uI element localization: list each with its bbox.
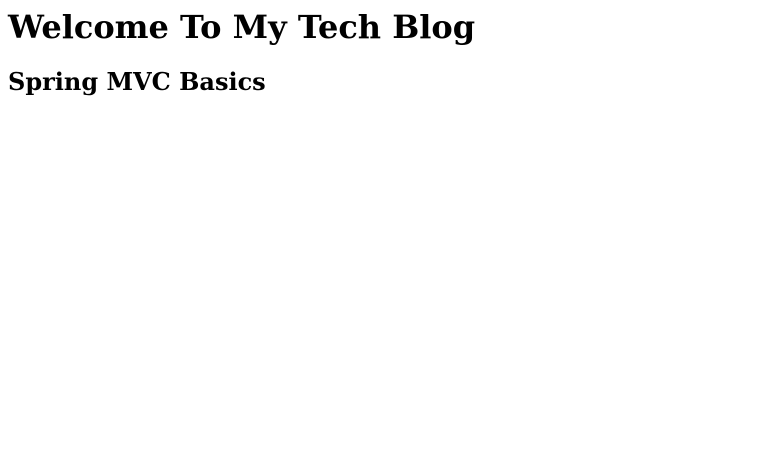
article-title: Spring MVC Basics — [8, 67, 266, 96]
page-title: Welcome To My Tech Blog — [8, 8, 476, 46]
